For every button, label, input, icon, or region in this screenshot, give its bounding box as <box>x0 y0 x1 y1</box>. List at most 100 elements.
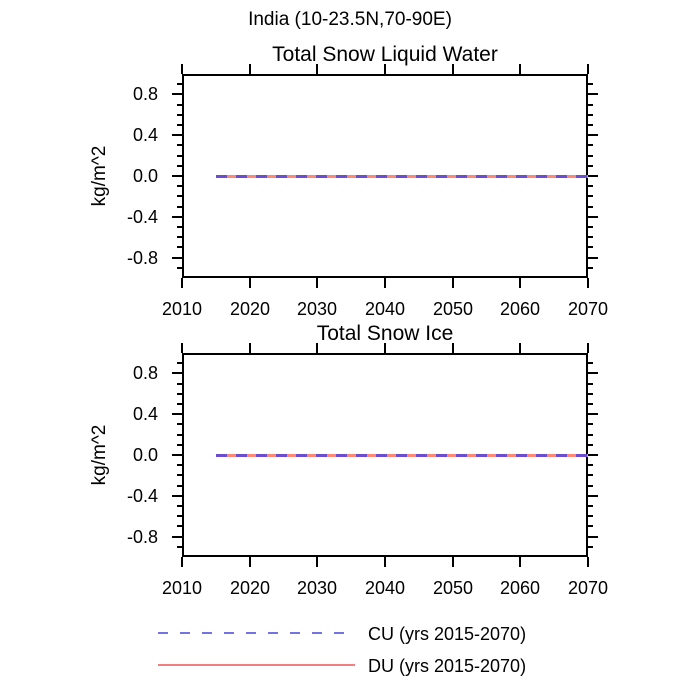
x-tick-label: 2070 <box>567 299 609 319</box>
data-line-cu-du-overlay <box>216 454 588 457</box>
y-tick-label: 0.4 <box>132 125 158 145</box>
y-tick-label: -0.4 <box>126 486 158 506</box>
y-axis-tick <box>588 144 593 146</box>
y-tick-label: 0.4 <box>132 404 158 424</box>
y-axis-tick <box>588 155 593 157</box>
x-axis-tick <box>452 343 454 353</box>
y-axis-tick <box>177 485 182 487</box>
x-axis-tick <box>384 343 386 353</box>
x-axis-tick <box>452 557 454 567</box>
x-axis-tick <box>519 278 521 288</box>
y-axis-tick <box>177 104 182 106</box>
y-axis-tick <box>588 423 593 425</box>
y-axis-tick <box>588 383 593 385</box>
y-axis-tick <box>172 536 182 538</box>
legend-line-du-solid <box>158 664 355 666</box>
y-axis-label: kg/m^2 <box>89 145 110 207</box>
y-axis-tick <box>588 505 593 507</box>
y-axis-tick <box>588 195 593 197</box>
y-axis-tick <box>172 413 182 415</box>
x-axis-tick <box>249 557 251 567</box>
x-axis-tick <box>384 64 386 74</box>
y-axis-tick <box>588 536 598 538</box>
y-axis-tick <box>177 362 182 364</box>
y-axis-tick <box>177 185 182 187</box>
y-axis-tick <box>177 444 182 446</box>
x-axis-tick <box>316 278 318 288</box>
y-axis-tick <box>177 206 182 208</box>
x-tick-label: 2020 <box>229 578 271 598</box>
x-tick-label: 2060 <box>499 299 541 319</box>
y-axis-tick <box>588 393 593 395</box>
x-tick-label: 2060 <box>499 578 541 598</box>
y-axis-tick <box>177 267 182 269</box>
y-axis-tick <box>177 474 182 476</box>
legend-line-cu-dashed <box>158 632 355 634</box>
y-axis-tick <box>177 83 182 85</box>
y-axis-tick <box>588 525 593 527</box>
x-axis-tick <box>587 557 589 567</box>
y-axis-label: kg/m^2 <box>89 424 110 486</box>
x-axis-tick <box>316 557 318 567</box>
y-axis-tick <box>588 257 598 259</box>
x-tick-label: 2030 <box>296 578 338 598</box>
y-axis-tick <box>177 546 182 548</box>
y-axis-tick <box>177 423 182 425</box>
y-axis-tick <box>172 93 182 95</box>
y-axis-tick <box>177 195 182 197</box>
y-tick-label: -0.4 <box>126 207 158 227</box>
panel-title: Total Snow Liquid Water <box>272 43 498 66</box>
y-axis-tick <box>588 403 593 405</box>
x-axis-tick <box>316 64 318 74</box>
y-tick-label: -0.8 <box>126 248 158 268</box>
y-axis-tick <box>177 155 182 157</box>
y-axis-tick <box>588 104 593 106</box>
x-axis-tick <box>316 343 318 353</box>
x-axis-tick <box>249 278 251 288</box>
x-axis-tick <box>519 64 521 74</box>
y-axis-tick <box>177 165 182 167</box>
y-axis-tick <box>588 206 593 208</box>
x-axis-tick <box>587 278 589 288</box>
y-axis-tick <box>177 236 182 238</box>
y-axis-tick <box>177 246 182 248</box>
x-tick-label: 2030 <box>296 299 338 319</box>
y-axis-tick <box>588 124 593 126</box>
y-axis-tick <box>177 505 182 507</box>
y-axis-tick <box>588 362 593 364</box>
y-axis-tick <box>588 495 598 497</box>
y-axis-tick <box>177 464 182 466</box>
y-axis-tick <box>588 546 593 548</box>
legend-label-cu: CU (yrs 2015-2070) <box>368 624 527 644</box>
y-axis-tick <box>177 124 182 126</box>
figure-title: India (10-23.5N,70-90E) <box>248 9 452 30</box>
y-tick-label: 0.8 <box>132 363 158 383</box>
panel-title: Total Snow Ice <box>316 322 454 345</box>
x-tick-label: 2040 <box>364 299 406 319</box>
y-axis-tick <box>588 83 593 85</box>
y-tick-label: 0.0 <box>132 445 158 465</box>
y-tick-label: -0.8 <box>126 527 158 547</box>
y-axis-tick <box>588 372 598 374</box>
x-tick-label: 2020 <box>229 299 271 319</box>
x-axis-tick <box>519 343 521 353</box>
y-tick-label: 0.0 <box>132 166 158 186</box>
y-axis-tick <box>177 114 182 116</box>
y-axis-tick <box>588 454 598 456</box>
x-axis-tick <box>181 557 183 567</box>
y-axis-tick <box>588 134 598 136</box>
x-axis-tick <box>249 343 251 353</box>
y-axis-tick <box>177 226 182 228</box>
y-axis-tick <box>172 372 182 374</box>
y-axis-tick <box>172 216 182 218</box>
x-axis-tick <box>181 64 183 74</box>
x-axis-tick <box>587 64 589 74</box>
y-axis-tick <box>588 515 593 517</box>
y-axis-tick <box>588 434 593 436</box>
x-axis-tick <box>384 278 386 288</box>
x-tick-label: 2040 <box>364 578 406 598</box>
y-axis-tick <box>177 515 182 517</box>
y-axis-tick <box>172 495 182 497</box>
x-axis-tick <box>181 278 183 288</box>
